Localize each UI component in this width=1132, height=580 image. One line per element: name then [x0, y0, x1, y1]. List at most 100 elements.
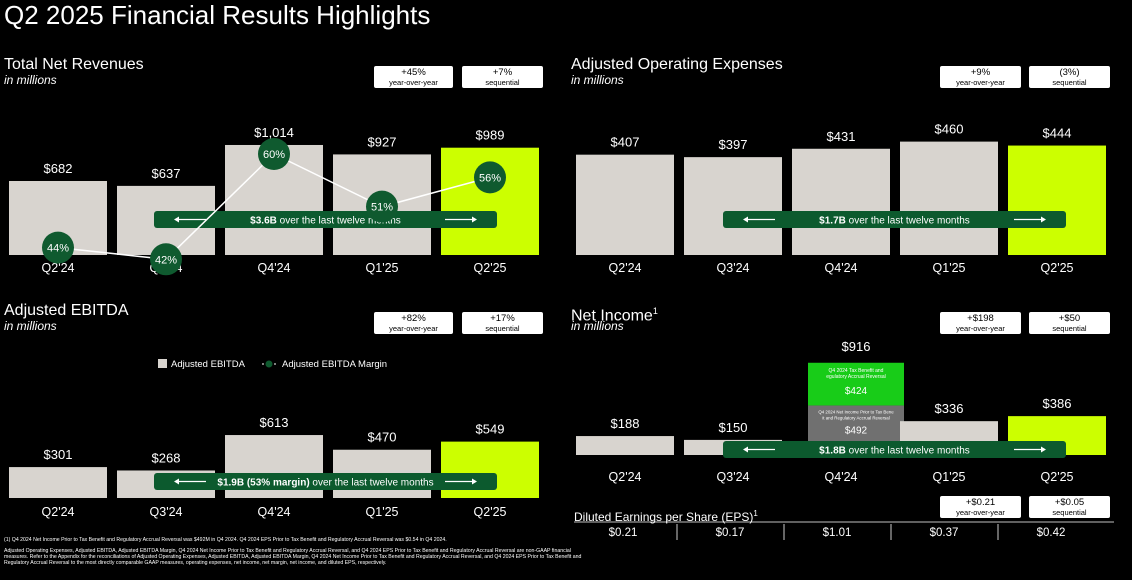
- arrow-right-icon: [472, 478, 477, 485]
- ribbon-text: $1.8B over the last twelve months: [819, 446, 970, 457]
- category-label: Q2'24: [609, 470, 642, 484]
- bar-value-label: $460: [935, 122, 964, 137]
- bar-value-label: $613: [260, 415, 289, 430]
- ebitda-seq-chip: +17% sequential: [462, 312, 543, 334]
- ribbon-text: $1.7B over the last twelve months: [819, 216, 970, 227]
- category-label: Q1'25: [933, 470, 966, 484]
- legend-label-margin: Adjusted EBITDA Margin: [282, 359, 387, 370]
- bar-value-label: $1,014: [254, 125, 294, 140]
- margin-point: [474, 161, 506, 194]
- bar-value-label: $916: [842, 339, 871, 354]
- q4-prior-label-1: Q4 2024 Net Income Prior to Tax Bene: [818, 409, 894, 414]
- category-label: Q2'24: [42, 505, 75, 519]
- eps-title: Diluted Earnings per Share (EPS)1: [574, 509, 758, 524]
- margin-point: [366, 190, 398, 223]
- margin-label: 56%: [479, 172, 501, 184]
- category-label: Q3'24: [150, 505, 183, 519]
- netincome-yoy-chip: +$198 year-over-year: [940, 312, 1021, 334]
- opex-subtitle: in millions: [571, 73, 624, 87]
- page-title: Q2 2025 Financial Results Highlights: [4, 0, 431, 30]
- bar-q4-benefit-segment: [808, 362, 904, 406]
- bar-value-label: $397: [719, 137, 748, 152]
- bar-opex-2: [792, 148, 890, 255]
- category-label: Q2'25: [474, 261, 507, 275]
- margin-label: 60%: [263, 149, 285, 161]
- q4-benefit-label-1: Q4 2024 Tax Benefit and: [829, 368, 884, 374]
- margin-point: [258, 138, 290, 170]
- bar-value-label: $470: [368, 430, 397, 445]
- bar-value-label: $301: [44, 447, 73, 462]
- netincome-title: Net Income1: [571, 306, 658, 325]
- arrow-right-icon: [1041, 216, 1046, 223]
- footnote-1: (1) Q4 2024 Net Income Prior to Tax Bene…: [4, 537, 447, 543]
- margin-point: [42, 231, 74, 264]
- arrow-left-icon: [174, 216, 179, 223]
- bar-ebitda-0: [9, 467, 107, 498]
- bar-value-label: $549: [476, 422, 505, 437]
- revenue-seq-chip: +7% sequential: [462, 66, 543, 88]
- arrow-right-icon: [472, 216, 477, 223]
- bar-q4-prior-segment: [808, 405, 904, 445]
- margin-label: 42%: [155, 254, 177, 266]
- bar-value-label: $927: [368, 134, 397, 149]
- ebitda-yoy-chip: +82% year-over-year: [374, 312, 453, 334]
- category-label: Q4'24: [258, 261, 291, 275]
- eps-yoy-chip: +$0.21 year-over-year: [940, 496, 1021, 518]
- arrow-left-icon: [743, 446, 748, 453]
- q4-benefit-label-2: egulatory Accrual Reversal: [826, 374, 885, 380]
- bar-value-label: $188: [611, 416, 640, 431]
- netincome-seq-chip: +$50 sequential: [1029, 312, 1110, 334]
- netincome-subtitle: in millions: [571, 319, 624, 333]
- ribbon: [723, 211, 1066, 228]
- bar-value-label: $268: [152, 450, 181, 465]
- arrow-right-icon: [1041, 446, 1046, 453]
- footnote-2: Adjusted Operating Expenses, Adjusted EB…: [4, 548, 582, 566]
- category-label: Q1'25: [366, 261, 399, 275]
- bar-value-label: $336: [935, 401, 964, 416]
- opex-seq-chip: (3%) sequential: [1029, 66, 1110, 88]
- category-label: Q4'24: [825, 261, 858, 275]
- eps-value: $1.01: [823, 527, 852, 539]
- arrow-left-icon: [174, 478, 179, 485]
- category-label: Q4'24: [258, 505, 291, 519]
- eps-seq-chip: +$0.05 sequential: [1029, 496, 1110, 518]
- margin-label: 44%: [47, 243, 69, 255]
- ribbon-text: $1.9B (53% margin) over the last twelve …: [217, 478, 433, 489]
- q4-benefit-value: $424: [845, 386, 868, 397]
- category-label: Q3'24: [717, 470, 750, 484]
- eps-value: $0.17: [716, 527, 745, 539]
- bar-value-label: $989: [476, 128, 505, 143]
- bar-value-label: $444: [1043, 126, 1072, 141]
- legend-label-ebitda: Adjusted EBITDA: [171, 359, 246, 370]
- ribbon: [723, 441, 1066, 458]
- category-label: Q3'24: [717, 261, 750, 275]
- opex-title: Adjusted Operating Expenses: [571, 56, 783, 73]
- bar-opex-1: [684, 157, 782, 255]
- bar-netincome-0: [576, 436, 674, 455]
- bar-opex-3: [900, 141, 998, 255]
- category-label: Q1'25: [933, 261, 966, 275]
- ribbon: [154, 473, 497, 490]
- ribbon-text: $3.6B over the last twelve months: [250, 216, 401, 227]
- category-label: Q2'25: [1041, 261, 1074, 275]
- eps-value: $0.37: [930, 527, 959, 539]
- bar-value-label: $637: [152, 166, 181, 181]
- bar-opex-4: [1008, 145, 1106, 255]
- bar-value-label: $386: [1043, 396, 1072, 411]
- ebitda-title: Adjusted EBITDA: [4, 302, 129, 319]
- eps-value: $0.21: [609, 527, 638, 539]
- category-label: Q2'25: [1041, 470, 1074, 484]
- ribbon: [154, 211, 497, 228]
- bar-opex-0: [576, 154, 674, 255]
- revenue-subtitle: in millions: [4, 73, 57, 87]
- category-label: Q2'24: [42, 261, 75, 275]
- bar-value-label: $407: [611, 135, 640, 150]
- bar-value-label: $431: [827, 129, 856, 144]
- category-label: Q2'24: [609, 261, 642, 275]
- margin-label: 51%: [371, 202, 393, 214]
- q4-prior-value: $492: [845, 425, 868, 436]
- margin-point: [150, 243, 182, 276]
- ebitda-subtitle: in millions: [4, 319, 57, 333]
- legend-swatch-margin: [265, 360, 273, 368]
